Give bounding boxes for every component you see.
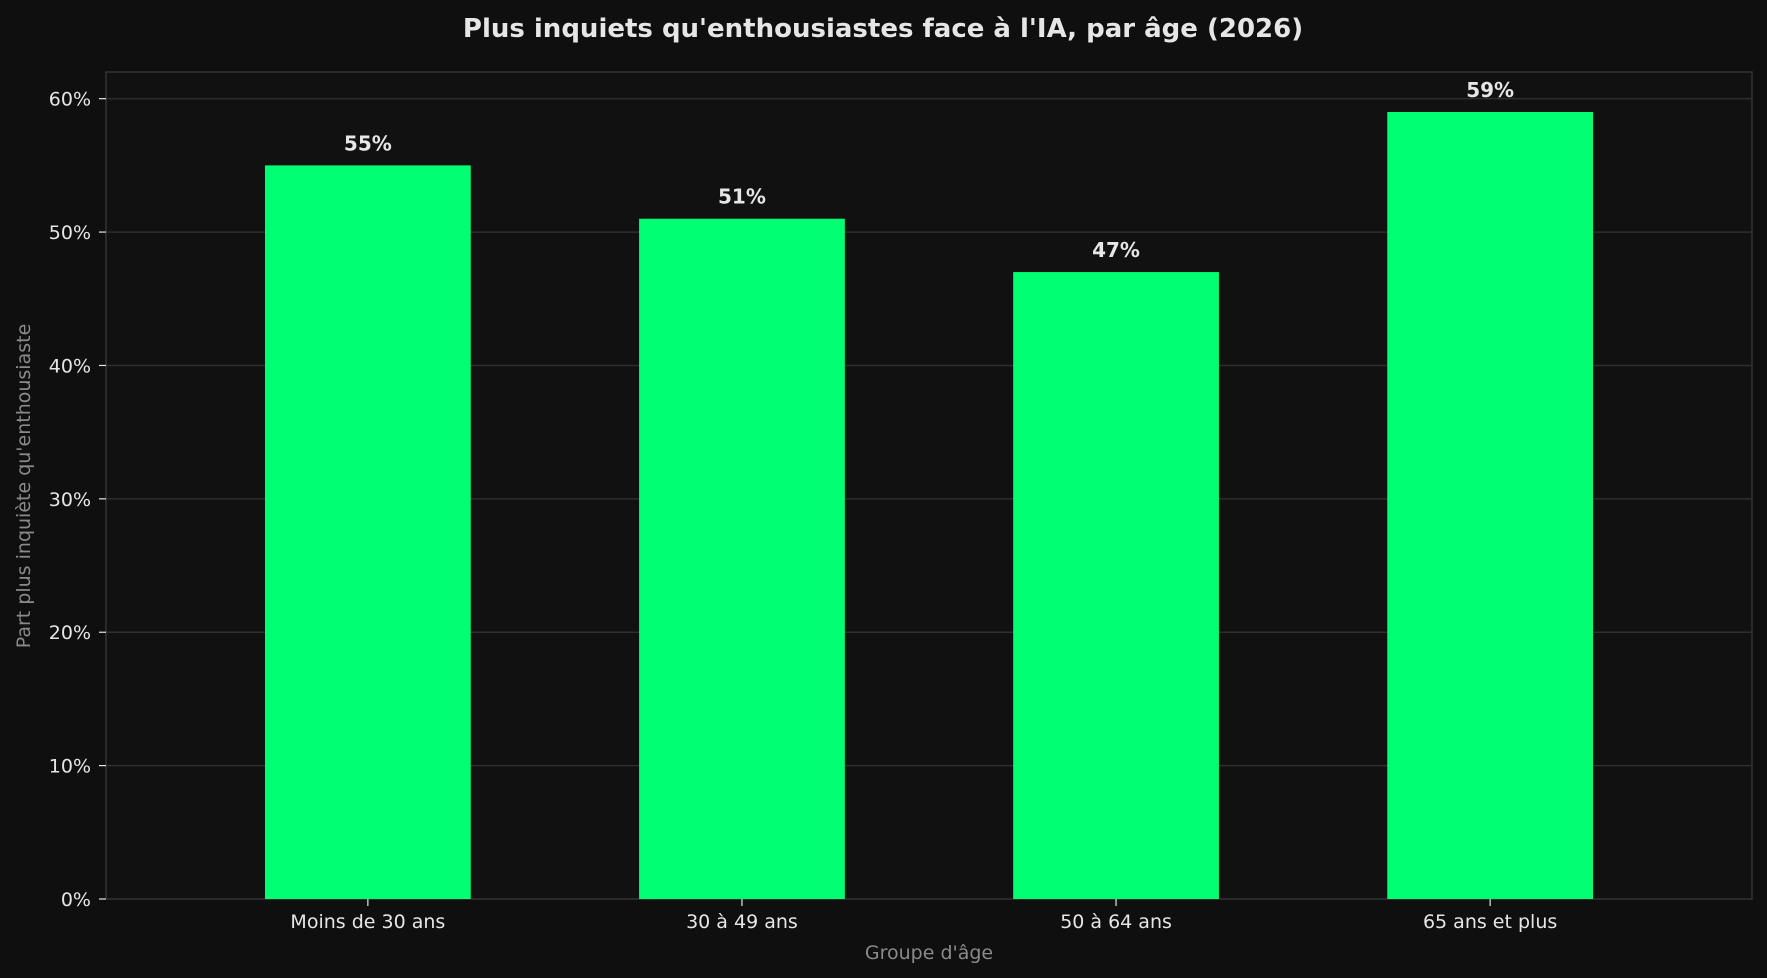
x-tick-label: 65 ans et plus <box>1423 911 1557 933</box>
bar <box>264 165 471 899</box>
x-tick-label: Moins de 30 ans <box>290 911 445 933</box>
y-axis-label: Part plus inquiète qu'enthousiaste <box>13 324 35 649</box>
chart-title: Plus inquiets qu'enthousiastes face à l'… <box>463 14 1303 44</box>
y-tick-label: 30% <box>49 489 91 511</box>
data-labels: 55% 51% 47% 59% <box>344 78 1514 262</box>
y-tick-label: 40% <box>49 355 91 377</box>
bar <box>1387 112 1594 900</box>
y-tick-label: 60% <box>49 89 91 111</box>
x-tick-label: 50 à 64 ans <box>1060 911 1172 933</box>
y-tick-label: 10% <box>49 756 91 778</box>
data-label: 55% <box>344 131 392 155</box>
bar <box>639 218 845 899</box>
data-label: 47% <box>1092 238 1140 262</box>
data-label: 59% <box>1466 78 1514 102</box>
bars <box>264 112 1594 900</box>
bar <box>1013 272 1219 899</box>
x-axis-label: Groupe d'âge <box>865 942 993 964</box>
y-tick-label: 20% <box>49 622 91 644</box>
y-tick-label: 50% <box>49 222 91 244</box>
axes: 0% 10% 20% 30% 40% 50% 60% Moins de 30 ans 30 à … <box>49 89 1558 933</box>
data-label: 51% <box>718 185 766 209</box>
y-tick-label: 0% <box>61 889 91 911</box>
x-tick-label: 30 à 49 ans <box>686 911 798 933</box>
